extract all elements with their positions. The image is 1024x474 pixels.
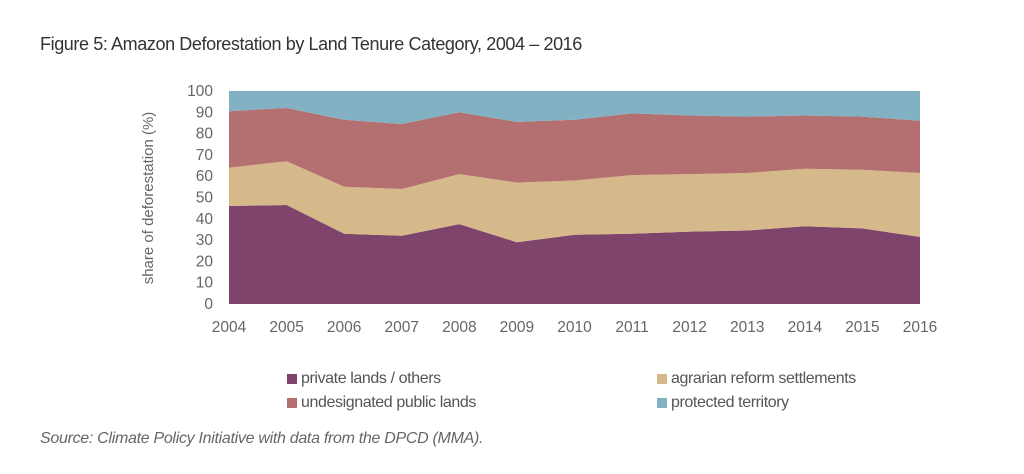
y-tick-label: 30 [196,232,214,249]
legend-label: agrarian reform settlements [671,370,856,387]
y-tick-label: 40 [196,211,214,228]
x-tick-label: 2007 [385,319,419,336]
x-tick-label: 2013 [730,319,764,336]
y-axis-label: share of deforestation (%) [140,112,157,285]
legend-swatch [657,374,667,384]
x-tick-label: 2010 [557,319,592,336]
x-tick-label: 2008 [442,319,476,336]
legend-swatch [657,398,667,408]
y-tick-label: 90 [196,104,214,121]
y-ticks: 0 10 20 30 40 50 60 70 80 90 100 [187,83,213,313]
x-tick-label: 2009 [500,319,534,336]
y-tick-label: 0 [204,296,213,313]
legend-item-protected: protected territory [657,394,789,412]
legend-label: undesignated public lands [301,394,477,411]
legend-item-undesignated: undesignated public lands [287,394,476,412]
x-tick-label: 2015 [845,319,879,336]
y-tick-label: 60 [196,168,214,185]
chart-title: Figure 5: Amazon Deforestation by Land T… [40,34,582,54]
x-ticks: 2004 2005 2006 2007 2008 2009 2010 2011 2012 2013… [212,319,937,336]
x-tick-label: 2005 [269,319,303,336]
legend-item-agrarian: agrarian reform settlements [657,370,856,388]
source-note: Source: Climate Policy Initiative with d… [40,430,484,447]
legend-item-private: private lands / others [287,370,441,388]
legend-label: private lands / others [301,370,441,387]
y-tick-label: 80 [196,126,214,143]
y-tick-label: 20 [196,253,214,270]
x-tick-label: 2014 [788,319,823,336]
y-tick-label: 50 [196,190,214,207]
areas [229,91,920,304]
area-undesignated-public-lands [229,108,920,189]
x-tick-label: 2012 [672,319,706,336]
x-tick-label: 2006 [327,319,361,336]
area-agrarian-reform-settlements [229,161,920,243]
area-protected-territory [229,91,920,124]
area-private-lands-others [229,205,920,304]
y-tick-label: 100 [187,83,213,100]
legend-swatch [287,374,297,384]
y-tick-label: 10 [196,275,214,292]
x-tick-label: 2016 [903,319,937,336]
x-tick-label: 2011 [615,319,648,336]
y-tick-label: 70 [196,147,214,164]
legend-label: protected territory [671,394,789,411]
x-tick-label: 2004 [212,319,247,336]
legend-swatch [287,398,297,408]
